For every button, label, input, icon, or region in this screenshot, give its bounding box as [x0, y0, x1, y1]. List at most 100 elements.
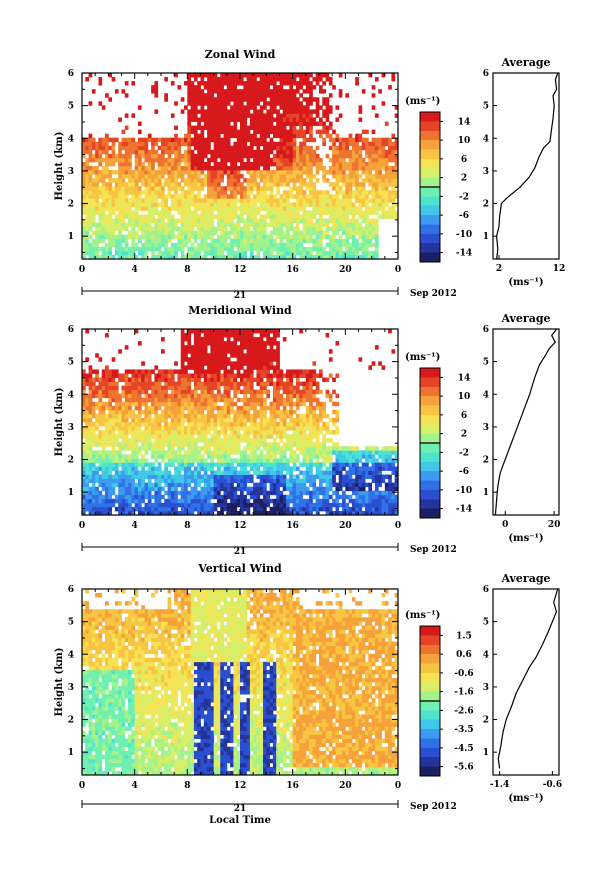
- y-axis-label: Height (km): [54, 132, 65, 201]
- heatmap-cell: [276, 174, 280, 179]
- heatmap-cell: [213, 357, 218, 362]
- heatmap-cell: [233, 93, 238, 98]
- heatmap-cell: [187, 393, 192, 399]
- heatmap-cell: [141, 153, 145, 159]
- heatmap-cell: [394, 202, 399, 207]
- heatmap-cell: [302, 161, 307, 167]
- heatmap-cell: [230, 113, 234, 118]
- heatmap-cell: [121, 506, 126, 512]
- heatmap-cell: [371, 206, 376, 211]
- heatmap-cell: [213, 474, 218, 480]
- heatmap-cell: [124, 145, 129, 151]
- heatmap-cell: [170, 434, 175, 439]
- heatmap-cell: [371, 145, 376, 151]
- heatmap-cell: [233, 458, 238, 463]
- heatmap-cell: [134, 149, 139, 155]
- heatmap-cell: [82, 186, 86, 191]
- heatmap-cell: [371, 149, 376, 155]
- heatmap-cell: [154, 446, 159, 451]
- heatmap-cell: [374, 210, 379, 215]
- heatmap-cell: [263, 117, 267, 122]
- heatmap-cell: [259, 178, 264, 183]
- heatmap-cell: [108, 234, 113, 240]
- heatmap-cell: [128, 422, 132, 427]
- heatmap-cell: [128, 381, 132, 387]
- heatmap-cell: [161, 506, 165, 512]
- heatmap-cell: [147, 466, 152, 471]
- heatmap-cell: [190, 430, 195, 435]
- heatmap-cell: [230, 186, 234, 191]
- heatmap-cell: [167, 506, 172, 512]
- heatmap-cell: [121, 389, 126, 395]
- heatmap-cell: [187, 214, 192, 219]
- heatmap-cell: [240, 137, 244, 143]
- heatmap-cell: [121, 166, 126, 171]
- heatmap-cell: [161, 426, 165, 431]
- heatmap-cell: [312, 206, 317, 211]
- heatmap-cell: [124, 474, 129, 480]
- heatmap-cell: [213, 413, 218, 419]
- heatmap-cell: [180, 413, 185, 419]
- heatmap-cell: [177, 466, 182, 471]
- heatmap-cell: [137, 129, 142, 135]
- heatmap-cell: [184, 170, 188, 175]
- heatmap-cell: [124, 438, 129, 443]
- heatmap-cell: [263, 238, 267, 244]
- heatmap-cell: [105, 190, 109, 195]
- heatmap-cell: [236, 182, 241, 187]
- heatmap-cell: [108, 190, 113, 195]
- heatmap-cell: [193, 222, 198, 228]
- heatmap-cell: [197, 190, 201, 195]
- heatmap-cell: [358, 230, 363, 236]
- heatmap-cell: [256, 89, 261, 94]
- heatmap-cell: [114, 506, 119, 512]
- heatmap-cell: [101, 409, 106, 415]
- heatmap-cell: [338, 93, 343, 98]
- heatmap-cell: [282, 174, 287, 179]
- heatmap-cell: [190, 365, 195, 370]
- heatmap-cell: [114, 89, 119, 94]
- heatmap-cell: [85, 186, 89, 191]
- heatmap-cell: [161, 218, 165, 224]
- heatmap-cell: [203, 426, 208, 431]
- heatmap-cell: [253, 166, 257, 171]
- heatmap-cell: [91, 369, 96, 374]
- heatmap-cell: [154, 494, 159, 500]
- heatmap-cell: [203, 377, 208, 382]
- heatmap-cell: [190, 202, 195, 207]
- heatmap-cell: [187, 73, 192, 78]
- heatmap-cell: [282, 93, 287, 98]
- heatmap-cell: [249, 186, 254, 191]
- heatmap-cell: [95, 506, 99, 512]
- heatmap-cell: [157, 397, 162, 403]
- heatmap-cell: [345, 93, 350, 98]
- heatmap-cell: [101, 401, 106, 407]
- heatmap-cell: [207, 430, 211, 435]
- heatmap-cell: [161, 430, 165, 435]
- profile-y-tick-label: 5: [483, 102, 489, 112]
- heatmap-cell: [358, 210, 363, 215]
- heatmap-cell: [230, 369, 234, 374]
- heatmap-cell: [167, 409, 172, 415]
- heatmap-cell: [266, 242, 271, 248]
- heatmap-cell: [246, 222, 251, 228]
- heatmap-cell: [207, 389, 211, 395]
- heatmap-cell: [167, 498, 172, 504]
- heatmap-cell: [282, 109, 287, 114]
- heatmap-cell: [289, 85, 294, 90]
- heatmap-cell: [128, 409, 132, 415]
- heatmap-cell: [365, 238, 369, 244]
- heatmap-cell: [174, 186, 178, 191]
- heatmap-cell: [213, 73, 218, 78]
- heatmap-cell: [394, 153, 399, 159]
- heatmap-cell: [161, 238, 165, 244]
- heatmap-cell: [371, 178, 376, 183]
- heatmap-cell: [85, 182, 89, 187]
- heatmap-cell: [134, 381, 139, 387]
- heatmap-cell: [210, 77, 215, 82]
- heatmap-cell: [197, 466, 201, 471]
- heatmap-cell: [151, 186, 155, 191]
- heatmap-cell: [226, 486, 231, 492]
- heatmap-cell: [213, 238, 218, 244]
- heatmap-cell: [249, 105, 254, 110]
